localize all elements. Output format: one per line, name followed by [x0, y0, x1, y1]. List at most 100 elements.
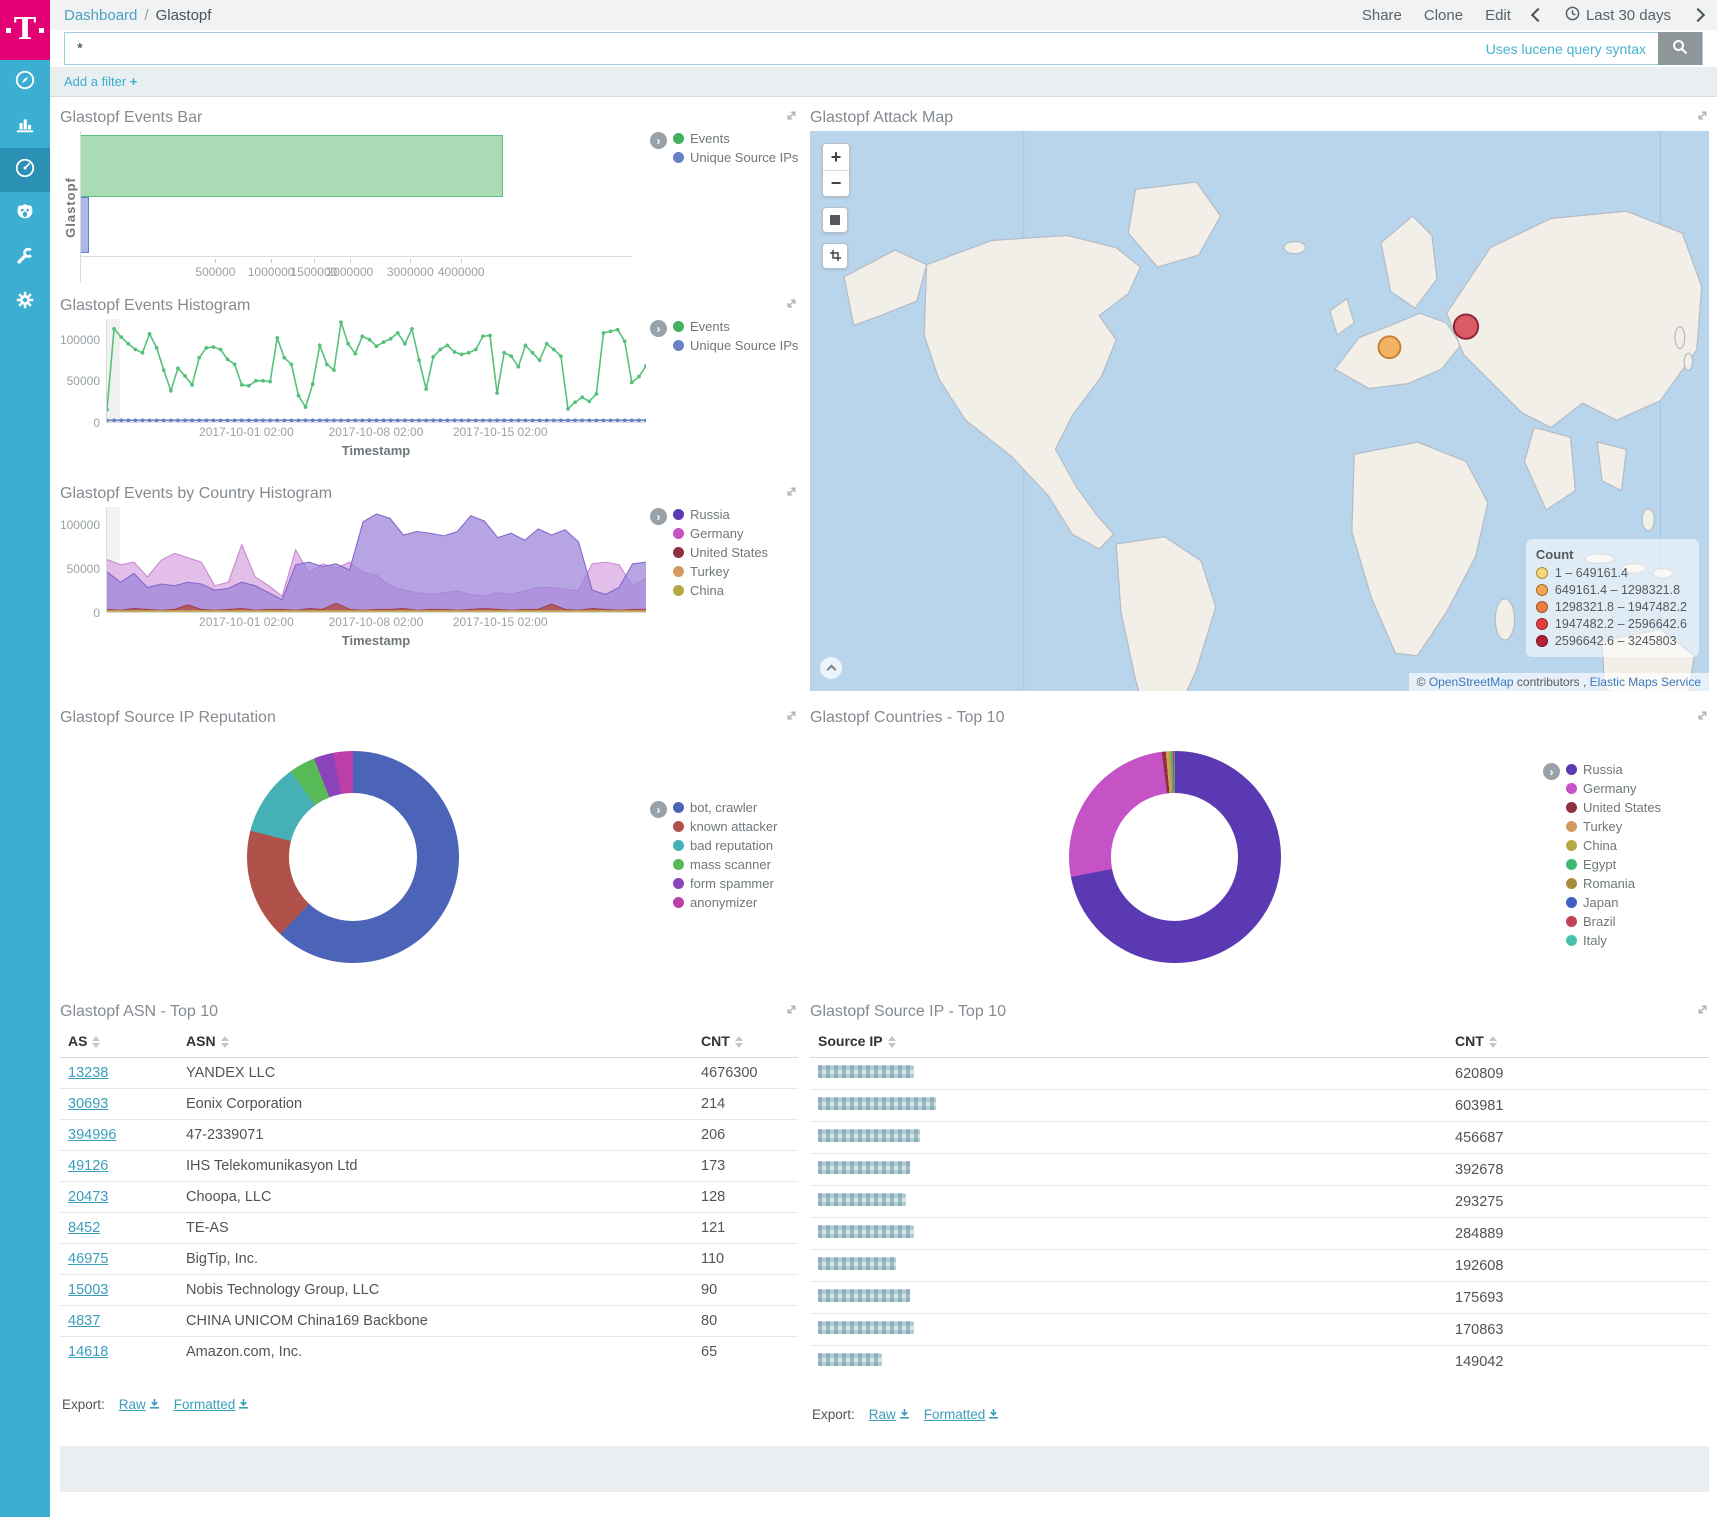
- table-row[interactable]: 293275: [810, 1185, 1709, 1218]
- export-formatted-link[interactable]: Formatted: [924, 1407, 1000, 1422]
- add-filter-button[interactable]: Add a filter +: [64, 74, 138, 89]
- reputation-donut-chart[interactable]: [247, 751, 459, 963]
- sidebar-item-dashboard[interactable]: [0, 148, 50, 192]
- legend-item[interactable]: Events: [673, 319, 798, 334]
- legend-item[interactable]: Germany: [673, 526, 768, 541]
- legend-item[interactable]: Turkey: [1566, 819, 1661, 834]
- map-attribution-toggle[interactable]: [820, 657, 842, 679]
- edit-button[interactable]: Edit: [1485, 6, 1511, 24]
- as-number-link[interactable]: 49126: [68, 1158, 109, 1174]
- legend-item[interactable]: known attacker: [673, 819, 777, 834]
- as-number-link[interactable]: 30693: [68, 1096, 109, 1112]
- legend-item[interactable]: bot, crawler: [673, 800, 777, 815]
- legend-item[interactable]: Turkey: [673, 564, 768, 579]
- legend-toggle-icon[interactable]: ›: [650, 132, 667, 149]
- table-row[interactable]: 175693: [810, 1281, 1709, 1314]
- elastic-maps-service-link[interactable]: Elastic Maps Service: [1589, 675, 1701, 689]
- legend-item[interactable]: China: [673, 583, 768, 598]
- legend-item[interactable]: Brazil: [1566, 914, 1661, 929]
- expand-icon[interactable]: [1696, 709, 1709, 727]
- sidebar-item-monitoring[interactable]: [0, 192, 50, 236]
- column-header-source-ip[interactable]: Source IP: [810, 1025, 1447, 1058]
- sidebar-item-visualize[interactable]: [0, 104, 50, 148]
- as-number-link[interactable]: 15003: [68, 1282, 109, 1298]
- telekom-logo[interactable]: T: [0, 0, 50, 60]
- legend-toggle-icon[interactable]: ›: [650, 801, 667, 818]
- table-row[interactable]: 149042: [810, 1345, 1709, 1377]
- expand-icon[interactable]: [785, 485, 798, 503]
- table-row[interactable]: 20473 Choopa, LLC 128: [60, 1181, 798, 1213]
- legend-toggle-icon[interactable]: ›: [650, 508, 667, 525]
- country-histogram-chart[interactable]: 2017-10-01 02:00 2017-10-08 02:00 2017-10-…: [106, 507, 646, 649]
- map-fit-button[interactable]: [822, 207, 848, 233]
- column-header-cnt[interactable]: CNT: [693, 1025, 798, 1058]
- table-row[interactable]: 4837 CHINA UNICOM China169 Backbone 80: [60, 1305, 798, 1337]
- expand-icon[interactable]: [785, 709, 798, 727]
- map-zoom-in-button[interactable]: +: [823, 144, 849, 170]
- table-row[interactable]: 14618 Amazon.com, Inc. 65: [60, 1336, 798, 1367]
- as-number-link[interactable]: 8452: [68, 1220, 101, 1236]
- as-number-link[interactable]: 14618: [68, 1344, 109, 1360]
- time-forward-chevron-icon[interactable]: [1690, 7, 1706, 23]
- legend-item[interactable]: China: [1566, 838, 1661, 853]
- legend-item[interactable]: Unique Source IPs: [673, 338, 798, 353]
- table-row[interactable]: 192608: [810, 1249, 1709, 1282]
- legend-toggle-icon[interactable]: ›: [1543, 763, 1560, 780]
- breadcrumb-dashboard[interactable]: Dashboard: [64, 6, 138, 24]
- search-input[interactable]: [65, 40, 1486, 57]
- bar-events[interactable]: [81, 135, 503, 197]
- table-row[interactable]: 170863: [810, 1313, 1709, 1346]
- table-row[interactable]: 603981: [810, 1089, 1709, 1122]
- legend-item[interactable]: Unique Source IPs: [673, 150, 798, 165]
- table-row[interactable]: 46975 BigTip, Inc. 110: [60, 1243, 798, 1275]
- legend-item[interactable]: Romania: [1566, 876, 1661, 891]
- sidebar-item-dev-tools[interactable]: [0, 236, 50, 280]
- legend-toggle-icon[interactable]: ›: [650, 320, 667, 337]
- expand-icon[interactable]: [785, 109, 798, 127]
- table-row[interactable]: 15003 Nobis Technology Group, LLC 90: [60, 1274, 798, 1306]
- events-histogram-chart[interactable]: 2017-10-01 02:00 2017-10-08 02:00 2017-10-…: [106, 319, 646, 459]
- expand-icon[interactable]: [1696, 1003, 1709, 1021]
- openstreetmap-link[interactable]: OpenStreetMap: [1428, 675, 1514, 689]
- expand-icon[interactable]: [1696, 109, 1709, 127]
- time-back-chevron-icon[interactable]: [1530, 7, 1546, 23]
- legend-item[interactable]: Events: [673, 131, 798, 146]
- map-draw-bounds-button[interactable]: [822, 243, 848, 269]
- map-zoom-out-button[interactable]: −: [823, 170, 849, 196]
- legend-item[interactable]: Germany: [1566, 781, 1661, 796]
- as-number-link[interactable]: 20473: [68, 1189, 109, 1205]
- column-header-as[interactable]: AS: [60, 1025, 178, 1058]
- table-row[interactable]: 456687: [810, 1121, 1709, 1154]
- central-europe-point[interactable]: [1377, 335, 1402, 360]
- table-row[interactable]: 8452 TE-AS 121: [60, 1212, 798, 1244]
- legend-item[interactable]: United States: [673, 545, 768, 560]
- table-row[interactable]: 284889: [810, 1217, 1709, 1250]
- table-row[interactable]: 49126 IHS Telekomunikasyon Ltd 173: [60, 1150, 798, 1182]
- attack-map[interactable]: + − Count 1 – 649161.4 649161.4 – 1298321…: [810, 131, 1709, 691]
- sidebar-item-discover[interactable]: [0, 60, 50, 104]
- legend-item[interactable]: Russia: [673, 507, 768, 522]
- as-number-link[interactable]: 13238: [68, 1065, 109, 1081]
- expand-icon[interactable]: [785, 1003, 798, 1021]
- sidebar-item-management[interactable]: [0, 280, 50, 324]
- table-row[interactable]: 392678: [810, 1153, 1709, 1186]
- legend-item[interactable]: mass scanner: [673, 857, 777, 872]
- export-raw-link[interactable]: Raw: [869, 1407, 910, 1422]
- export-formatted-link[interactable]: Formatted: [174, 1397, 250, 1412]
- legend-item[interactable]: Italy: [1566, 933, 1661, 948]
- search-button[interactable]: [1658, 32, 1702, 65]
- export-raw-link[interactable]: Raw: [119, 1397, 160, 1412]
- as-number-link[interactable]: 46975: [68, 1251, 109, 1267]
- legend-item[interactable]: United States: [1566, 800, 1661, 815]
- legend-item[interactable]: Russia: [1566, 762, 1661, 777]
- clone-button[interactable]: Clone: [1423, 6, 1464, 24]
- column-header-cnt[interactable]: CNT: [1447, 1025, 1709, 1058]
- share-button[interactable]: Share: [1361, 6, 1402, 24]
- events-bar-chart[interactable]: 500000 1000000 1500000 2000000 3000000 400000…: [80, 131, 646, 283]
- table-row[interactable]: 394996 47-2339071 206: [60, 1119, 798, 1151]
- lucene-syntax-link[interactable]: Uses lucene query syntax: [1485, 40, 1646, 57]
- as-number-link[interactable]: 394996: [68, 1127, 117, 1143]
- as-number-link[interactable]: 4837: [68, 1313, 101, 1329]
- legend-item[interactable]: bad reputation: [673, 838, 777, 853]
- legend-item[interactable]: Japan: [1566, 895, 1661, 910]
